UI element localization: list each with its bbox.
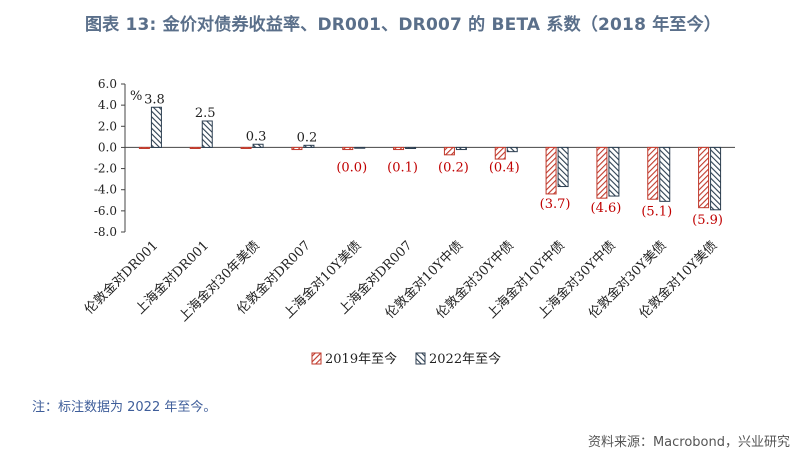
data-label: (3.7) (540, 197, 571, 212)
bar-2019 (138, 146, 150, 149)
y-tick-label: -2.0 (94, 162, 117, 176)
source-text: 资料来源：Macrobond，兴业研究 (587, 435, 790, 450)
bar-chart: 6.0 4.0 2.0 0.0 -2.0 -4.0 -6.0 -8.0 3.8 2.5 0.3 0.… (81, 77, 735, 367)
y-tick-label: 4.0 (98, 98, 117, 112)
bar-2019 (545, 146, 557, 195)
y-tick-label: -4.0 (94, 183, 117, 197)
bar-2022 (252, 143, 264, 148)
bar-2022 (150, 106, 162, 148)
data-label: (5.9) (692, 213, 723, 228)
data-label: 2.5 (195, 106, 216, 121)
footnote: 注：标注数据为 2022 年至今。 (32, 400, 217, 415)
chart-title: 图表 13: 金价对债券收益率、DR001、DR007 的 BETA 系数（20… (84, 15, 722, 35)
data-label: 0.2 (297, 130, 318, 145)
data-label: (5.1) (641, 204, 672, 219)
bar-2019 (189, 146, 201, 149)
chart-data-labels: 3.8 2.5 0.3 0.2 (0.0) (0.1) (0.2) (0.4) (3.7) (4.… (144, 92, 723, 228)
bar-2022 (506, 146, 518, 153)
data-label: (0.2) (438, 160, 469, 175)
bar-2019 (596, 146, 608, 199)
chart-legend: 2019年至今 2022年至今 (311, 351, 501, 367)
bar-2022 (608, 146, 620, 197)
unit-label: % (130, 89, 142, 104)
bar-2019 (393, 146, 405, 151)
bar-2022 (455, 146, 467, 151)
chart-bars (138, 106, 722, 211)
bar-2022 (201, 120, 213, 148)
legend-swatch (415, 352, 426, 365)
y-tick-label: 2.0 (98, 119, 117, 133)
data-label: (4.6) (591, 201, 622, 216)
data-label: (0.4) (489, 160, 520, 175)
bar-2019 (698, 146, 710, 209)
bar-2019 (291, 146, 303, 151)
legend-label: 2022年至今 (429, 351, 501, 367)
y-tick-label: 0.0 (98, 140, 117, 154)
bar-2022 (710, 146, 722, 211)
bar-2022 (405, 146, 417, 149)
chart-axes: 6.0 4.0 2.0 0.0 -2.0 -4.0 -6.0 -8.0 (94, 77, 735, 239)
bar-2019 (342, 146, 354, 151)
bar-2019 (240, 146, 252, 149)
data-label: 3.8 (144, 92, 165, 107)
data-label: 0.3 (246, 129, 267, 144)
chart-x-labels: 伦敦金对DR001上海金对DR001上海金对30年美债伦敦金对DR007上海金对… (81, 238, 720, 325)
bar-2022 (557, 146, 569, 188)
data-label: (0.1) (387, 160, 418, 175)
y-tick-label: -6.0 (94, 204, 117, 218)
bar-2019 (647, 146, 659, 200)
y-tick-label: 6.0 (98, 77, 117, 91)
data-label: (0.0) (336, 160, 367, 175)
y-tick-label: -8.0 (94, 225, 117, 239)
bar-2022 (354, 146, 366, 149)
bar-2022 (303, 144, 315, 148)
legend-label: 2019年至今 (325, 351, 397, 367)
bar-2022 (659, 146, 671, 202)
bar-2019 (494, 146, 506, 160)
legend-swatch (311, 352, 322, 365)
bar-2019 (443, 146, 455, 156)
